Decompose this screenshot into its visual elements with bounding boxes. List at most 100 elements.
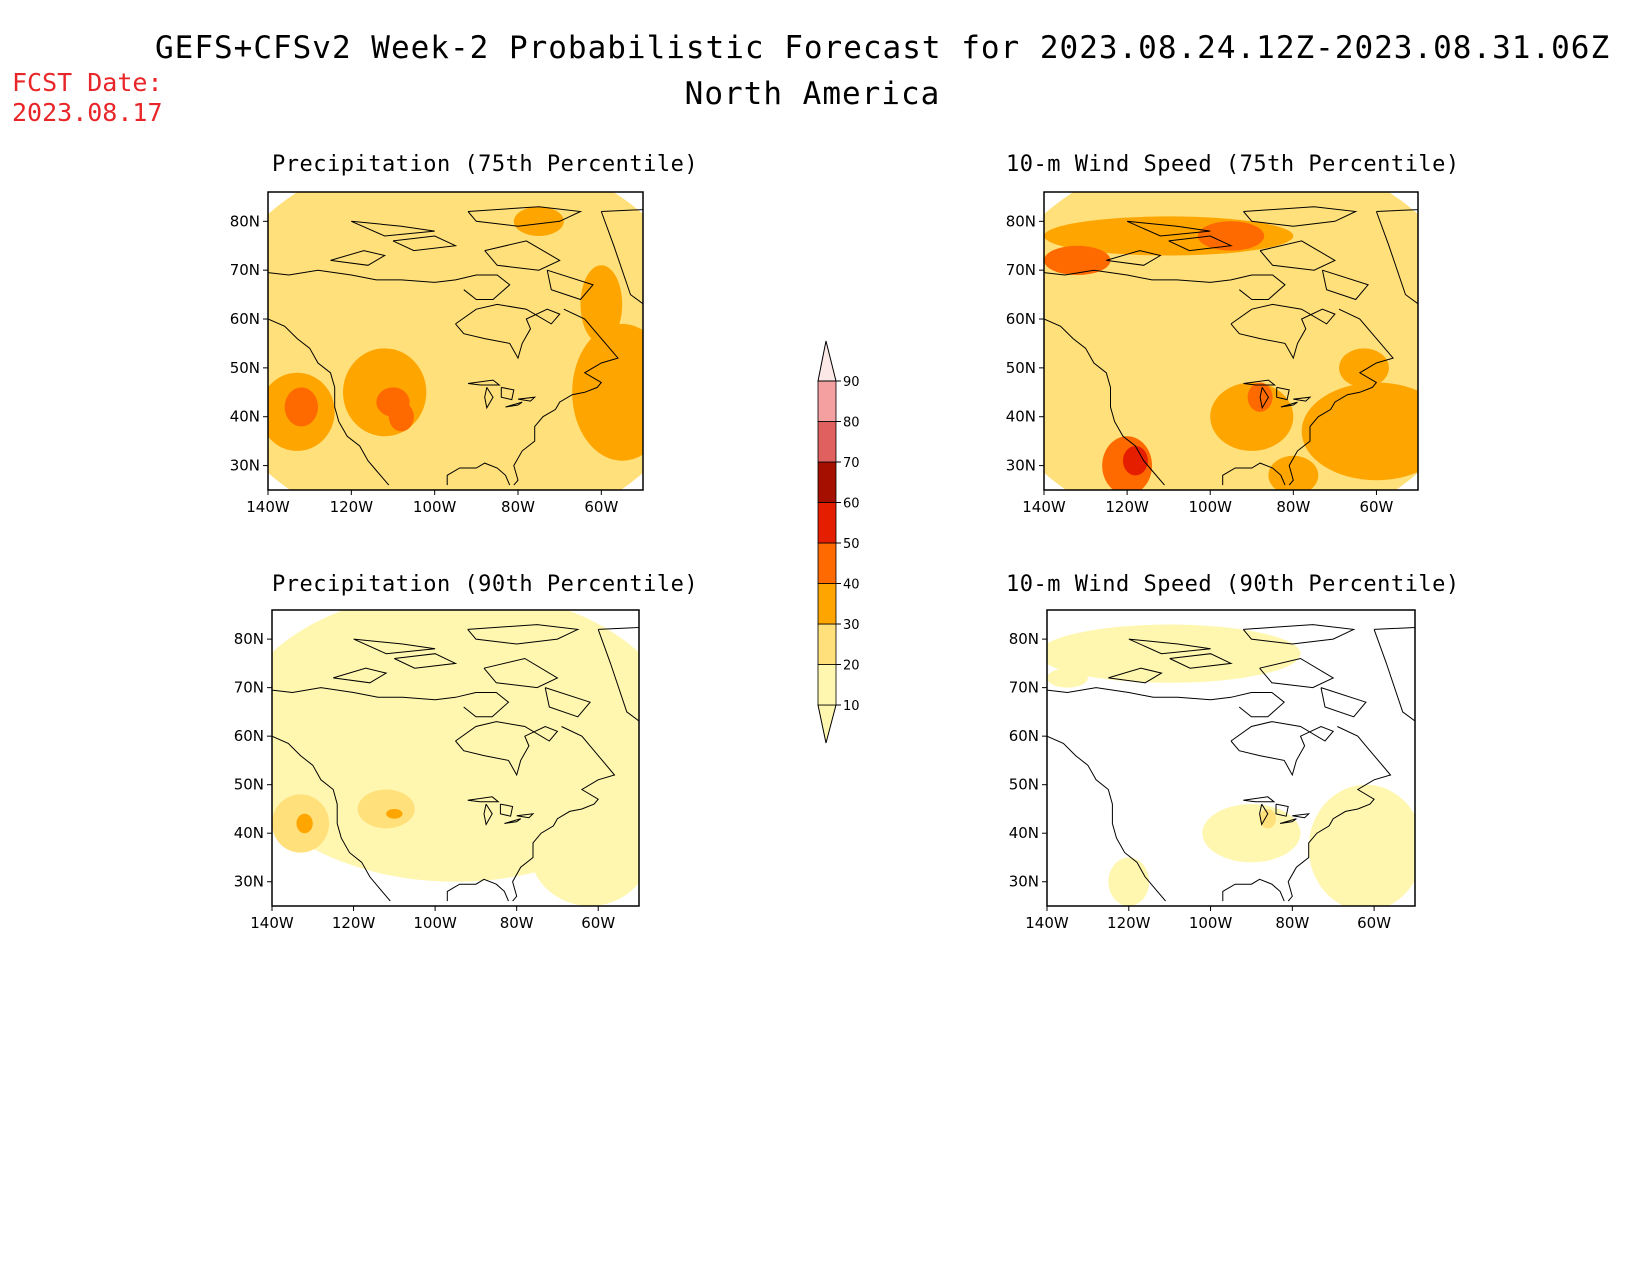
coastline [351, 220, 435, 237]
lon-tick-label: 60W [1359, 498, 1393, 516]
coastline [1259, 803, 1269, 826]
lat-tick-label: 70N [234, 679, 264, 697]
lat-tick-label: 40N [1009, 824, 1039, 842]
lat-tick-label: 70N [230, 261, 260, 279]
panel-title-precip-90: Precipitation (90th Percentile) [272, 572, 699, 597]
colorbar-segment [817, 623, 837, 665]
lon-tick-label: 60W [584, 498, 618, 516]
coastline [467, 796, 500, 803]
lon-tick-label: 140W [1022, 498, 1066, 516]
lat-tick-label: 40N [230, 408, 260, 426]
lat-tick-label: 30N [1006, 457, 1036, 475]
colorbar-label: 50 [843, 537, 860, 552]
coastline [512, 726, 616, 902]
coastline [1243, 379, 1277, 386]
coastline [1320, 687, 1367, 718]
coastline [446, 462, 511, 486]
coastline [483, 803, 493, 826]
map-panel-1: 80N 70N 60N 50N 40N 30N 140W 120W 100W 80W 60W [230, 191, 644, 516]
lon-tick-label: 140W [246, 498, 290, 516]
lon-tick-label: 120W [1107, 914, 1151, 932]
coastline [516, 813, 535, 819]
coastline [1222, 462, 1286, 486]
map-panel-3: 80N 70N 60N 50N 40N 30N 140W 120W 100W 80W 60W [234, 609, 640, 932]
probability-area [1259, 808, 1276, 829]
colorbar-label: 90 [843, 375, 860, 390]
probability-area [388, 402, 414, 432]
lon-tick-label: 100W [413, 914, 457, 932]
probability-area [1197, 221, 1265, 251]
lon-tick-label: 80W [501, 498, 535, 516]
lon-tick-label: 80W [500, 914, 534, 932]
probability-area [513, 206, 564, 236]
main-title: GEFS+CFSv2 Week-2 Probabilistic Forecast… [155, 30, 1611, 66]
probability-area [572, 323, 643, 461]
map-panel-4: 80N 70N 60N 50N 40N 30N 140W 120W 100W 80W 60W [1009, 609, 1416, 932]
coastline [1292, 813, 1311, 819]
coastline [392, 235, 458, 252]
coastline [1126, 220, 1211, 237]
coastline [446, 878, 509, 902]
coastline [1222, 878, 1285, 902]
lat-tick-label: 50N [1006, 359, 1036, 377]
probability-area [1210, 382, 1294, 451]
lon-tick-label: 60W [1357, 914, 1391, 932]
lon-tick-label: 80W [1275, 914, 1309, 932]
probability-area [580, 265, 623, 344]
panel-title-wind-75: 10-m Wind Speed (75th Percentile) [1006, 152, 1460, 177]
coastline [1259, 387, 1269, 410]
lon-tick-label: 100W [1188, 498, 1232, 516]
colorbar-segment [817, 583, 837, 625]
probability-area [1044, 192, 1418, 490]
colorbar-segment [817, 461, 837, 503]
lat-tick-label: 50N [234, 776, 264, 794]
coastline [1169, 653, 1233, 669]
panel-title-precip-75: Precipitation (75th Percentile) [272, 152, 699, 177]
coastline [517, 396, 537, 402]
coastline [1280, 401, 1298, 408]
lon-tick-label: 100W [413, 498, 457, 516]
coastline [597, 626, 639, 722]
lon-tick-label: 100W [1189, 914, 1233, 932]
lat-tick-label: 60N [1006, 310, 1036, 328]
probability-area [1047, 624, 1301, 683]
lon-tick-label: 80W [1276, 498, 1310, 516]
coastline [1243, 206, 1358, 227]
probability-area [1122, 446, 1148, 476]
probability-area [1308, 784, 1415, 906]
coastline [1230, 721, 1335, 777]
lat-tick-label: 30N [234, 873, 264, 891]
lat-tick-label: 60N [230, 310, 260, 328]
lat-tick-label: 50N [1009, 776, 1039, 794]
coastline [499, 803, 514, 817]
coastline [1044, 318, 1165, 486]
coastline [1287, 726, 1392, 902]
coastline [504, 818, 521, 824]
coastline [484, 240, 561, 271]
coastline [333, 667, 388, 684]
lon-tick-label: 140W [1025, 914, 1069, 932]
probability-area [1268, 455, 1319, 490]
coastline [455, 303, 561, 360]
coastline [394, 653, 458, 669]
lat-tick-label: 60N [234, 727, 264, 745]
colorbar-segment [817, 542, 837, 584]
coastline [1044, 269, 1286, 300]
colorbar-label: 30 [843, 618, 860, 633]
coastline [272, 735, 391, 902]
forecast-date-label: FCST Date: [12, 68, 163, 97]
colorbar-segment [817, 380, 837, 422]
probability-area [479, 619, 595, 659]
colorbar-segment [817, 502, 837, 544]
coastline [1321, 269, 1369, 301]
coastline [1168, 235, 1233, 252]
coastline [1106, 250, 1162, 266]
coastline [467, 206, 583, 227]
coastline [272, 687, 510, 718]
colorbar-cap-low [817, 704, 837, 744]
lat-tick-label: 70N [1006, 261, 1036, 279]
coastline [546, 269, 594, 301]
coastline [268, 318, 390, 486]
colorbar-label: 10 [843, 699, 860, 714]
